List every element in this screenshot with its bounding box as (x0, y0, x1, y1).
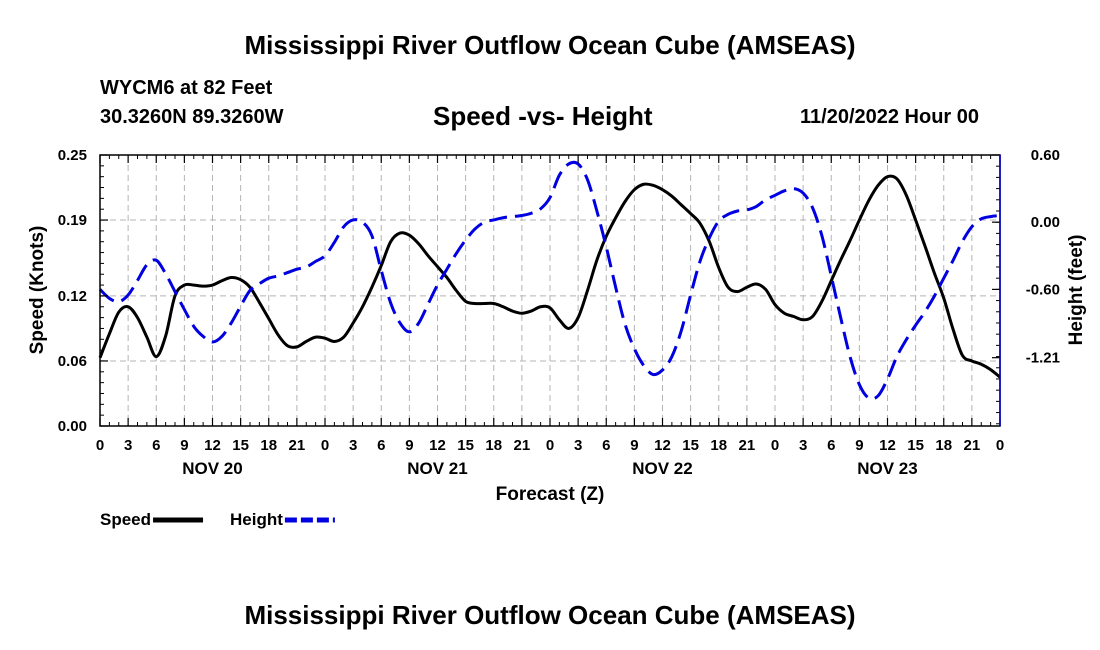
legend-label: Speed (100, 510, 151, 529)
y-axis-title: Speed (Knots) (27, 226, 48, 355)
x-tick-label: 9 (630, 437, 638, 454)
x-day-label: NOV 21 (407, 459, 467, 478)
speed-height-chart: 0 3 6 9 12 15 18 21 0 3 6 9 12 15 18 21 0 3 6 9 12 15 18 21 0 3 6 9… (27, 147, 1087, 529)
x-tick-label: 12 (429, 437, 446, 454)
x-tick-label: 12 (654, 437, 671, 454)
y2-tick-label: 0.60 (1031, 147, 1060, 164)
x-tick-label: 12 (879, 437, 896, 454)
y-tick-label: 0.06 (58, 353, 87, 370)
chart-subtitle: Speed -vs- Height (433, 101, 653, 131)
legend-label: Height (230, 510, 283, 529)
x-tick-label: 0 (96, 437, 104, 454)
x-tick-label: 9 (855, 437, 863, 454)
x-tick-label: 9 (180, 437, 188, 454)
x-tick-label: 15 (907, 437, 924, 454)
x-axis-title: Forecast (Z) (496, 484, 605, 505)
x-tick-label: 6 (602, 437, 610, 454)
y-tick-label: 0.25 (58, 147, 87, 164)
x-tick-label: 18 (485, 437, 502, 454)
x-tick-label: 15 (457, 437, 474, 454)
bottom-chart-title: Mississippi River Outflow Ocean Cube (AM… (244, 600, 856, 630)
station-coordinates: 30.3260N 89.3260W (100, 106, 284, 128)
speed-series-line (98, 174, 1001, 379)
x-tick-label: 15 (232, 437, 249, 454)
y-tick-label: 0.19 (58, 212, 87, 229)
y2-tick-label: -0.60 (1026, 281, 1060, 298)
x-tick-label: 0 (996, 437, 1004, 454)
y2-axis-title: Height (feet) (1066, 235, 1087, 346)
x-tick-label: 12 (204, 437, 221, 454)
x-tick-label: 18 (260, 437, 277, 454)
x-tick-label: 21 (739, 437, 756, 454)
y-tick-label: 0.12 (58, 288, 87, 305)
x-tick-label: 3 (349, 437, 357, 454)
x-tick-label: 18 (935, 437, 952, 454)
x-day-label: NOV 22 (632, 459, 692, 478)
x-tick-label: 9 (405, 437, 413, 454)
height-series-line (98, 160, 1001, 401)
station-name: WYCM6 at 82 Feet (100, 77, 273, 99)
x-tick-label: 3 (124, 437, 132, 454)
x-tick-label: 0 (321, 437, 329, 454)
x-tick-label: 6 (377, 437, 385, 454)
x-tick-label: 3 (799, 437, 807, 454)
legend: Speed Height (100, 510, 335, 529)
forecast-datetime: 11/20/2022 Hour 00 (800, 106, 980, 128)
y2-tick-label: 0.00 (1031, 214, 1060, 231)
series-lines (98, 160, 1001, 401)
x-tick-label: 6 (152, 437, 160, 454)
x-day-label: NOV 20 (182, 459, 242, 478)
x-tick-label: 6 (827, 437, 835, 454)
x-tick-label: 18 (710, 437, 727, 454)
x-tick-label: 21 (514, 437, 531, 454)
x-tick-label: 21 (289, 437, 306, 454)
x-tick-label: 0 (546, 437, 554, 454)
x-day-label: NOV 23 (857, 459, 917, 478)
y-tick-label: 0.00 (58, 418, 87, 435)
chart-main-title: Mississippi River Outflow Ocean Cube (AM… (244, 30, 856, 60)
x-tick-label: 0 (771, 437, 779, 454)
y2-tick-label: -1.21 (1026, 350, 1060, 367)
x-tick-label: 21 (964, 437, 981, 454)
axes: 0 3 6 9 12 15 18 21 0 3 6 9 12 15 18 21 0 3 6 9 12 15 18 21 0 3 6 9… (27, 147, 1087, 505)
x-tick-label: 15 (682, 437, 699, 454)
x-tick-label: 3 (574, 437, 582, 454)
